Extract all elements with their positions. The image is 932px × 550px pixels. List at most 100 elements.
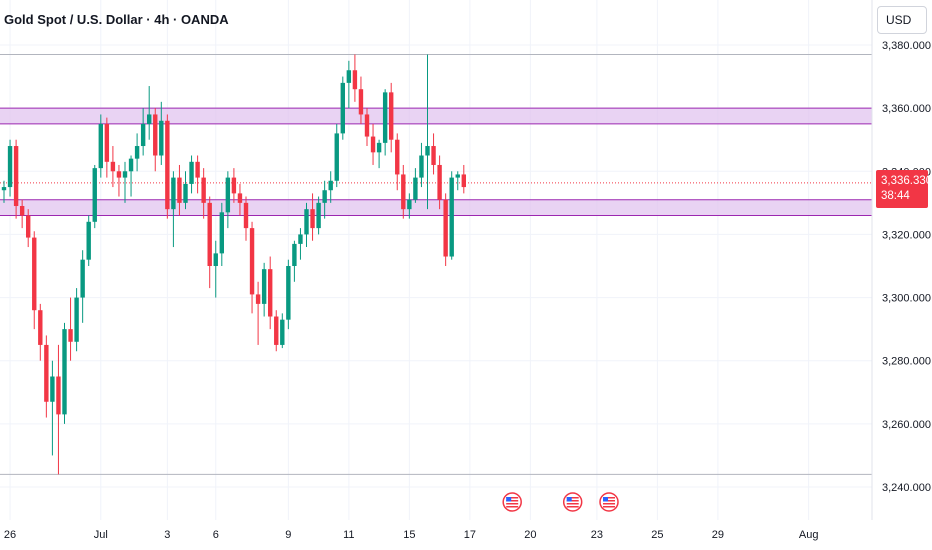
candle [249,221,255,314]
candle [322,180,327,219]
candle [38,303,43,361]
candle [44,335,49,418]
candle-body [207,202,212,266]
last-price-label: 3,336.330 38:44 [876,170,932,208]
candle-body [268,269,273,317]
bar-countdown: 38:44 [881,190,910,202]
candle [413,168,418,203]
us-flag-icon-ring [562,492,583,512]
candle [147,86,152,140]
us-flag-icon-ring [502,492,522,512]
us-flag-icon-stripe [566,500,579,502]
time-tick-label: 3 [164,529,170,541]
last-price-value: 3,336.330 [881,175,932,187]
candle [26,209,31,248]
candle-body [189,161,194,184]
candle [304,202,309,248]
candle-body [255,294,261,304]
candle-body [316,202,321,229]
horizontal-lines [0,53,872,475]
candle [165,114,170,219]
candle [425,54,430,210]
candle [171,171,176,248]
candle-body [231,177,237,194]
candle-body [74,297,79,342]
candle-body [449,177,454,257]
candle-body [352,70,358,90]
candle-body [364,114,370,137]
price-axis[interactable]: 3,380.0003,360.0003,340.0003,320.0003,30… [882,40,931,494]
us-flag-icon [502,492,522,512]
candle [80,250,85,323]
candle [243,196,249,241]
candle [62,322,67,424]
candle-body [431,146,436,165]
time-tick-label: 15 [403,529,415,541]
candle [86,215,91,266]
candle [92,164,97,229]
candle [1,180,7,203]
candle-body [7,146,13,188]
time-tick-label: 17 [464,529,476,541]
candle-body [134,146,140,159]
candle-body [395,139,400,175]
us-flag-icon [599,492,619,512]
candle-body [401,174,406,210]
candle [68,297,73,361]
candle [358,76,364,124]
candle [140,108,146,156]
candle [382,89,388,156]
support-zone [0,199,872,216]
candle [201,168,206,219]
us-flag-icon-canton [566,497,572,502]
candle [219,202,224,266]
time-tick-label: 29 [712,529,724,541]
candle-body [110,161,116,172]
candle [261,262,267,317]
candle [98,114,103,178]
candle [370,123,376,165]
candle-body [243,202,249,229]
candle [310,193,315,241]
candle [189,155,194,194]
candle [255,281,261,345]
candle [407,193,412,219]
candle-body [334,133,339,181]
us-flag-icon-stripe [603,497,615,499]
candle [50,360,55,456]
candle-body [340,82,345,134]
candle-body [261,269,267,304]
candle [449,171,454,260]
candle [346,60,352,109]
candle-body [376,142,382,153]
candle-body [13,146,19,207]
resistance-zone [0,108,872,124]
candle-body [68,329,73,342]
time-axis[interactable]: 26 Jul 3 6 9 11 15 17 20 23 25 29 Aug [4,529,819,541]
price-tick-label: 3,320.000 [882,229,931,241]
candle [274,310,279,352]
candle-body [62,329,67,415]
time-tick-label: 9 [285,529,291,541]
candle [328,171,333,203]
time-tick-label: 25 [651,529,663,541]
candle [153,108,158,172]
candle-body [237,193,243,203]
time-tick-label: 6 [213,529,219,541]
candle [231,168,237,203]
candle-body [44,344,49,402]
candle [134,133,140,172]
candle-body [310,209,315,229]
candle-body [122,171,128,178]
candle-body [86,221,91,260]
candle-body [19,206,25,216]
event-markers[interactable] [502,492,619,512]
candle [376,139,382,169]
chart-grid [0,0,872,520]
candle [207,196,212,289]
candle [316,196,321,235]
candle [340,76,345,140]
currency-button[interactable]: USD [877,6,927,34]
candle-body [358,89,364,115]
